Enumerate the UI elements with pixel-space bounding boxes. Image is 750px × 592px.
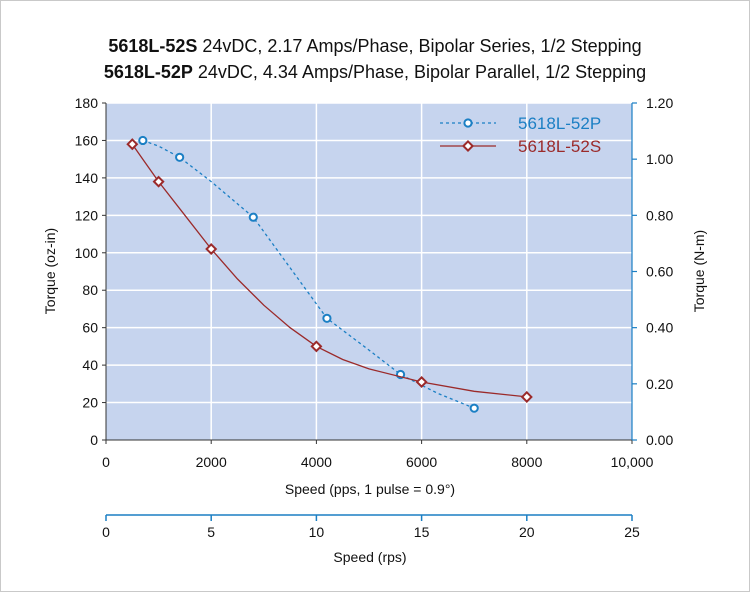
rps-tick-label: 25 xyxy=(624,524,640,540)
y2-tick-label: 0.40 xyxy=(646,320,673,336)
data-point-s xyxy=(205,243,218,256)
data-point-s xyxy=(415,375,428,388)
y-tick-label: 80 xyxy=(82,282,98,298)
rps-tick-label: 20 xyxy=(519,524,535,540)
x-tick-label: 2000 xyxy=(196,454,227,470)
data-point-p xyxy=(175,152,185,162)
y-tick-label: 140 xyxy=(75,170,99,186)
legend-label-s: 5618L-52S xyxy=(518,137,601,156)
y2-tick-label: 0.60 xyxy=(646,264,673,280)
y-tick-label: 60 xyxy=(82,320,98,336)
y-tick-label: 0 xyxy=(90,432,98,448)
plot-area xyxy=(106,103,632,440)
y-tick-label: 160 xyxy=(75,132,99,148)
x-tick-label: 4000 xyxy=(301,454,332,470)
x-axis-label: Speed (pps, 1 pulse = 0.9°) xyxy=(285,481,455,497)
title-spec-s: 24vDC, 2.17 Amps/Phase, Bipolar Series, … xyxy=(197,36,642,56)
legend: 5618L-52P 5618L-52S xyxy=(440,114,601,156)
series-line-p xyxy=(142,139,475,409)
data-point-p xyxy=(138,135,148,146)
y2-tick-label: 1.00 xyxy=(646,151,673,167)
x-tick-label: 10,000 xyxy=(611,454,654,470)
rps-tick-label: 15 xyxy=(414,524,430,540)
chart-title-line-2: 5618L-52P 24vDC, 4.34 Amps/Phase, Bipola… xyxy=(0,62,750,83)
y2-tick-label: 0.20 xyxy=(646,376,673,392)
data-point-s xyxy=(310,340,323,353)
grid-lines xyxy=(106,102,632,440)
data-point-s xyxy=(520,390,533,403)
legend-label-p: 5618L-52P xyxy=(518,114,601,133)
y-tick-label: 180 xyxy=(75,95,99,111)
legend-marker-p xyxy=(463,118,473,128)
title-spec-p: 24vDC, 4.34 Amps/Phase, Bipolar Parallel… xyxy=(192,62,647,82)
y-tick-label: 40 xyxy=(82,357,98,373)
rps-tick-label: 5 xyxy=(207,524,215,540)
data-point-s xyxy=(152,175,165,188)
y-tick-label: 120 xyxy=(75,207,99,223)
y2-tick-label: 0.80 xyxy=(646,207,673,223)
x-tick-label: 6000 xyxy=(406,454,437,470)
x-tick-label: 8000 xyxy=(511,454,542,470)
legend-marker-s xyxy=(461,139,475,153)
chart-title-line-1: 5618L-52S 24vDC, 2.17 Amps/Phase, Bipola… xyxy=(0,36,750,57)
axes: 0 2000 4000 6000 8000 10,00002040608010012014… xyxy=(75,95,674,540)
y-tick-label: 100 xyxy=(75,245,99,261)
plot-background xyxy=(106,103,632,440)
x-tick-label: 0 xyxy=(102,454,110,470)
data-point-p xyxy=(322,313,332,323)
y-axis-label: Torque (oz-in) xyxy=(42,228,58,314)
data-point-p xyxy=(248,212,258,222)
y2-tick-label: 0.00 xyxy=(646,432,673,448)
rps-tick-label: 10 xyxy=(309,524,325,540)
y-tick-label: 20 xyxy=(82,395,98,411)
y2-axis-label: Torque (N-m) xyxy=(691,230,707,312)
series-layer xyxy=(126,135,533,413)
title-model-p: 5618L-52P xyxy=(103,62,193,82)
title-model-s: 5618L-52S xyxy=(108,36,198,56)
data-point-p xyxy=(469,403,479,413)
y2-tick-label: 1.20 xyxy=(646,95,673,111)
data-point-s xyxy=(126,138,139,151)
series-line-s xyxy=(131,143,527,398)
rps-axis-label: Speed (rps) xyxy=(333,549,406,565)
rps-tick-label: 0 xyxy=(102,524,110,540)
